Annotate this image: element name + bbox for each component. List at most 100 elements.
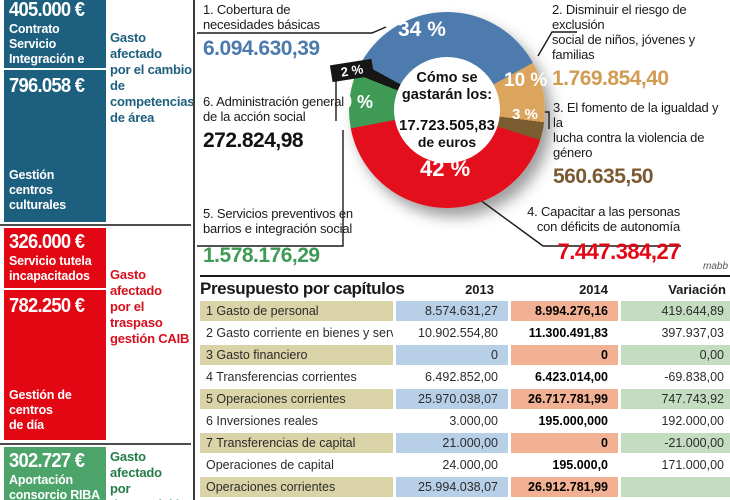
author-credit: mabb (702, 261, 728, 272)
callout-title: 6. Administración general de la acción s… (203, 94, 344, 124)
row-label: 2 Gasto corriente en bienes y servicios (206, 326, 393, 340)
table-separator (200, 275, 730, 277)
value-2014: 0 (511, 345, 618, 365)
value-2013: 8.574.631,27 (396, 301, 508, 321)
amount-value: 796.058 € (9, 75, 85, 97)
side-note-red: Gasto afectado por el traspaso gestión C… (110, 267, 190, 346)
callout-value: 6.094.630,39 (203, 37, 320, 60)
callout-4-autonomia: 4. Capacitar a las personas con déficits… (480, 204, 680, 265)
value-2014: 0 (511, 433, 618, 453)
amount-block-centros-dia: 782.250 € Gestión de centros de día (4, 290, 106, 440)
column-header-variacion: Variación (668, 281, 726, 297)
section-divider (0, 443, 191, 445)
row-label: 6 Inversiones reales (206, 414, 318, 428)
callout-value: 560.635,50 (553, 165, 654, 188)
table-row: 1 Gasto de personal 8.574.631,27 8.994.2… (200, 301, 730, 321)
table-row: 5 Operaciones corrientes 25.970.038,07 2… (200, 389, 730, 409)
column-header-2013: 2013 (465, 281, 494, 297)
pct-label-red: 42 % (420, 156, 471, 181)
value-2014: 11.300.491,83 (528, 326, 608, 340)
callout-5-preventivos: 5. Servicios preventivos en barrios e in… (203, 206, 353, 268)
table-row: 7 Transferencias de capital 21.000,00 0 … (200, 433, 730, 453)
donut-center-amount: 17.723.505,83 (399, 117, 495, 134)
value-2014: 8.994.276,16 (511, 301, 618, 321)
callout-value: 1.769.854,40 (552, 67, 669, 90)
callout-value: 272.824,98 (203, 129, 304, 152)
amount-label: Aportación consorcio RIBA (9, 473, 100, 500)
amount-block-tutela: 326.000 € Servicio tutela incapacitados (4, 228, 106, 288)
table-row: 3 Gasto financiero 0 0 0,00 (200, 345, 730, 365)
side-note-teal: Gasto afectado por el cambio de competen… (110, 30, 195, 125)
row-label: 1 Gasto de personal (200, 301, 393, 321)
section-divider (0, 224, 191, 226)
table-row: 4 Transferencias corrientes 6.492.852,00… (200, 367, 730, 387)
amount-block-gestion-centros: 796.058 € Gestión centros culturales (4, 70, 106, 222)
amount-label: Gestión centros culturales (9, 168, 67, 212)
callout-2-exclusion: 2. Disminuir el riesgo de exclusión soci… (552, 2, 730, 91)
value-variation: 419.644,89 (621, 301, 730, 321)
amount-label: Servicio tutela incapacitados (9, 254, 92, 283)
value-2014: 26.912.781,99 (511, 477, 618, 497)
amount-value: 405.000 € (9, 0, 85, 21)
callout-6-administracion: 6. Administración general de la acción s… (203, 94, 344, 153)
donut-center-text: Cómo se (416, 70, 478, 86)
amount-value: 782.250 € (9, 295, 85, 317)
side-note-green: Gasto afectado por desaparición del prog… (110, 449, 188, 500)
value-2014: 6.423.014,00 (535, 370, 608, 384)
value-variation: 0,00 (621, 345, 730, 365)
value-variation: 171.000,00 (661, 458, 724, 472)
value-2013: 10.902.554,80 (418, 326, 498, 340)
value-2013: 24.000,00 (442, 458, 498, 472)
value-variation (621, 477, 730, 497)
table-title: Presupuesto por capítulos (200, 279, 405, 298)
pct-label-black: 2 % (329, 58, 375, 83)
callout-title: 4. Capacitar a las personas con déficits… (527, 204, 680, 234)
amount-label: Gestión de centros de día (9, 388, 72, 432)
budget-table: Presupuesto por capítulos 2013 2014 Vari… (200, 277, 730, 500)
table-row: 6 Inversiones reales 3.000,00 195.000,00… (200, 411, 730, 431)
callout-title: 3. El fomento de la igualdad y la lucha … (553, 100, 719, 160)
value-2013: 25.970.038,07 (396, 389, 508, 409)
donut-center: Cómo se gastarán los: 17.723.505,83 de e… (394, 57, 500, 163)
row-label: 5 Operaciones corrientes (200, 389, 393, 409)
value-2014: 26.717.781,99 (511, 389, 618, 409)
table-header: Presupuesto por capítulos 2013 2014 Vari… (200, 277, 730, 301)
amount-block-riba: 302.727 € Aportación consorcio RIBA (4, 447, 106, 500)
callout-1-necesidades: 1. Cobertura de necesidades básicas 6.09… (203, 2, 320, 61)
value-variation: -21.000,00 (621, 433, 730, 453)
callout-title: 5. Servicios preventivos en barrios e in… (203, 206, 353, 236)
value-2013: 21.000,00 (396, 433, 508, 453)
vertical-divider (193, 0, 195, 500)
amount-value: 302.727 € (9, 450, 85, 472)
value-variation: -69.838,00 (664, 370, 724, 384)
column-header-2014: 2014 (579, 281, 608, 297)
row-label: 3 Gasto financiero (200, 345, 393, 365)
donut-center-unit: de euros (417, 134, 477, 150)
donut-center-text: gastarán los: (401, 87, 493, 103)
pct-label-orange: 10 % (504, 70, 548, 91)
value-2013: 6.492.852,00 (425, 370, 498, 384)
row-label: Operaciones de capital (206, 458, 334, 472)
row-label: 7 Transferencias de capital (200, 433, 393, 453)
callout-title: 1. Cobertura de necesidades básicas (203, 2, 320, 32)
donut-chart: Cómo se gastarán los: 17.723.505,83 de e… (329, 12, 548, 208)
value-2013: 3.000,00 (449, 414, 498, 428)
callout-value: 7.447.384,27 (557, 239, 681, 264)
amount-block-contrato: 405.000 € Contrato Servicio Integración … (4, 0, 106, 81)
callout-value: 1.578.176,29 (203, 244, 320, 267)
value-variation: 192.000,00 (661, 414, 724, 428)
callout-title: 2. Disminuir el riesgo de exclusión soci… (552, 2, 695, 62)
value-variation: 747.743,92 (621, 389, 730, 409)
table-row: Operaciones de capital 24.000,00 195.000… (200, 455, 730, 475)
table-row: 2 Gasto corriente en bienes y servicios … (200, 323, 730, 343)
pct-label-blue: 34 % (398, 18, 446, 41)
amount-value: 326.000 € (9, 231, 85, 253)
value-2014: 195.000,0 (552, 458, 608, 472)
row-label: Operaciones corrientes (200, 477, 393, 497)
table-row: Operaciones corrientes 25.994.038,07 26.… (200, 477, 730, 497)
value-2014: 195.000,000 (538, 414, 608, 428)
callout-3-igualdad: 3. El fomento de la igualdad y la lucha … (553, 100, 730, 189)
value-2013: 25.994.038,07 (396, 477, 508, 497)
value-variation: 397.937,03 (661, 326, 724, 340)
